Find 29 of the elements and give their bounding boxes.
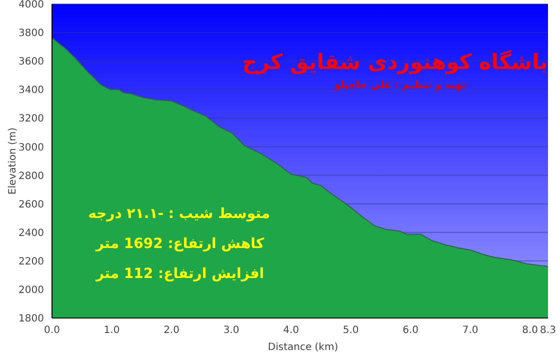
text: باشگاه کوهنوردی شقایق کرج [241,50,549,74]
annotation: کاهش ارتفاع: 1692 متر [94,236,266,252]
x-tick-label: 2.0 [164,325,180,336]
x-tick-label: 7.0 [462,325,478,336]
annotation: متوسط شیب : -۲۱.۱ درجه [88,206,270,222]
y-tick-label: 3600 [18,56,44,68]
x-axis-title: Distance (km) [266,342,340,353]
y-tick-label: 4000 [18,0,44,11]
y-tick-label: 3000 [18,142,44,154]
y-tick-label: 1800 [18,314,44,325]
x-tick-label: 8.3 [540,325,556,336]
y-tick-label: 2800 [18,170,44,182]
y-tick-label: 3800 [18,28,44,40]
y-tick-label: 3200 [18,114,44,125]
x-tick-label: 8.0 [522,325,538,336]
y-axis-title: Elevation (m) [8,127,19,195]
y-tick-label: 2400 [18,228,44,239]
y-tick-label: 3400 [18,85,44,96]
x-tick-label: 4.0 [283,325,299,336]
y-tick-label: 2200 [18,256,44,268]
x-tick-label: 1.0 [104,325,120,336]
text: تهیه و تنظیم : علی حاجیلو [333,80,467,91]
annotation: افزایش ارتفاع: 112 متر [94,266,266,282]
x-tick-label: 3.0 [223,325,240,336]
y-tick-label: 2000 [18,285,44,296]
y-tick-label: 2600 [18,199,44,210]
x-tick-label: 6.0 [402,325,419,336]
x-tick-label: 0.0 [44,325,60,336]
x-tick-label: 5.0 [342,325,359,336]
